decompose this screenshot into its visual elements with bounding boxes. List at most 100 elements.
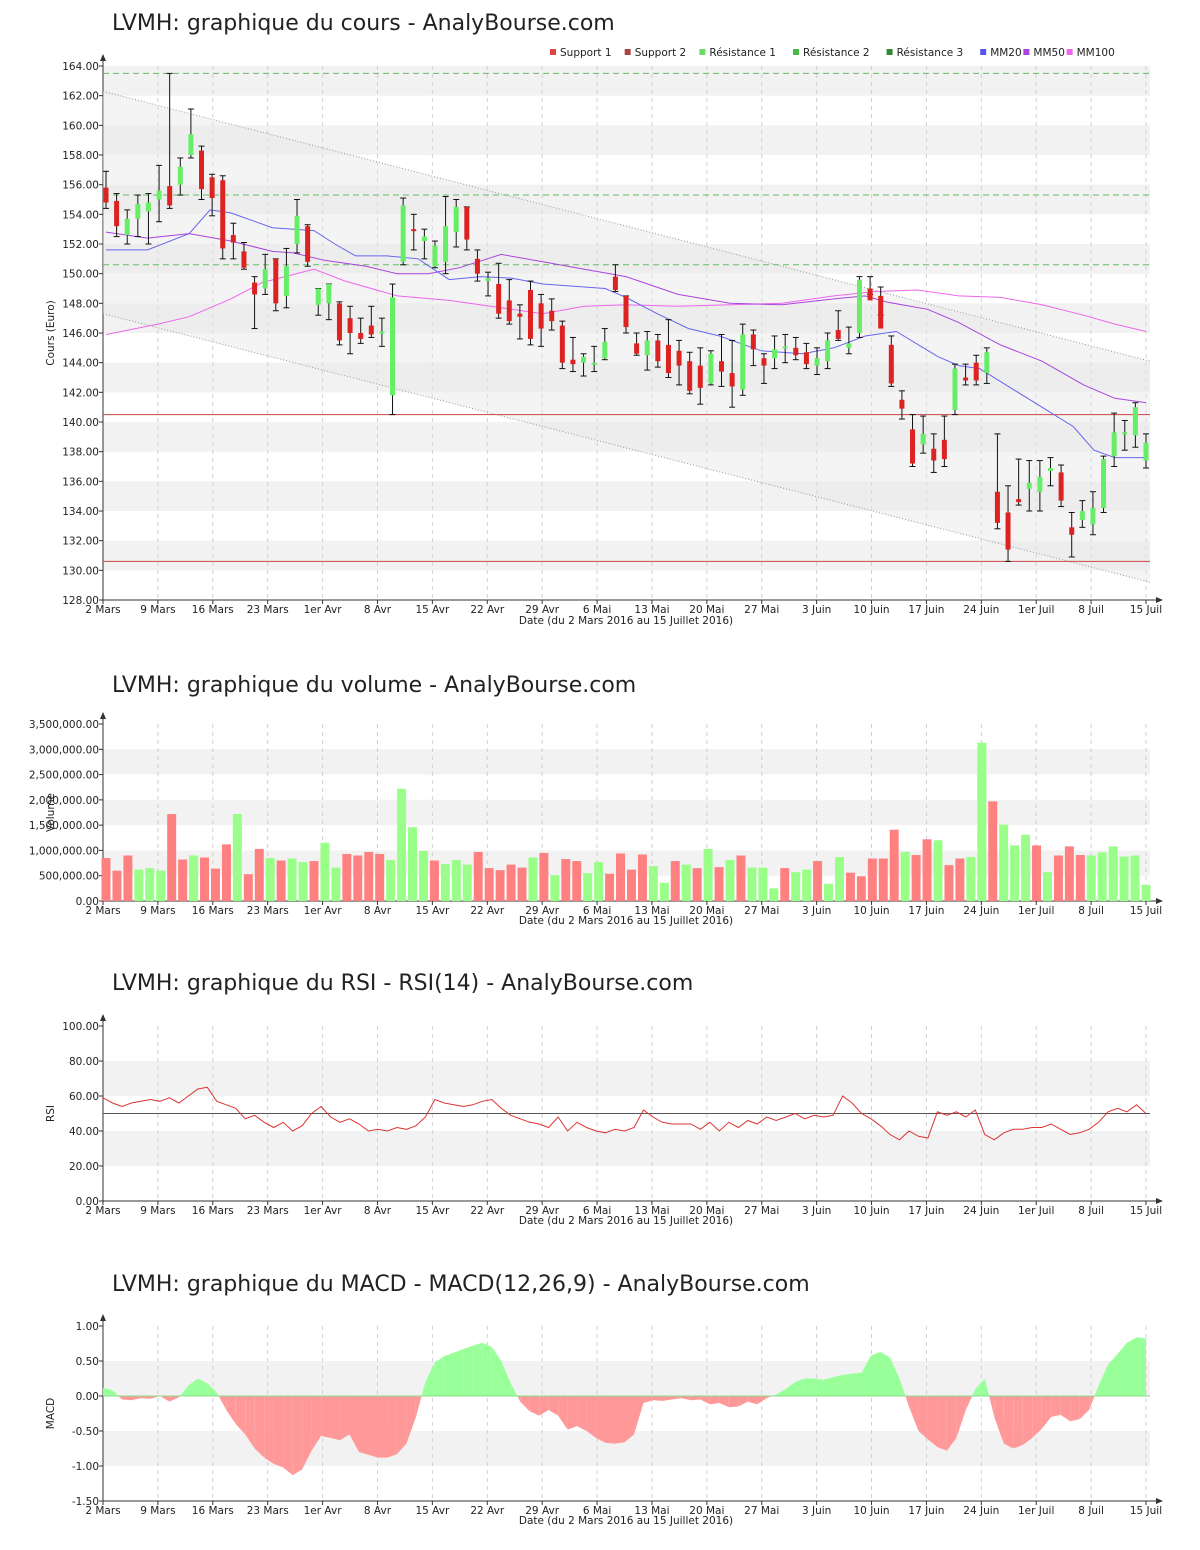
- macd-area-negative: [415, 1396, 422, 1417]
- volume-bar: [484, 868, 494, 901]
- x-tick-label: 2 Mars: [85, 604, 120, 616]
- volume-bar: [462, 864, 472, 901]
- x-tick-label: 9 Mars: [140, 1505, 175, 1517]
- x-tick-label: 20 Mai: [689, 905, 724, 917]
- volume-bar: [386, 860, 396, 901]
- y-tick-label: 136.00: [62, 476, 99, 488]
- y-tick-label: 3,500,000.00: [29, 719, 99, 731]
- grid-band: [103, 1061, 1150, 1096]
- macd-area-positive: [785, 1382, 796, 1396]
- volume-bar: [977, 742, 987, 901]
- y-tick-label: 40.00: [69, 1126, 99, 1138]
- x-tick-label: 1er Avr: [304, 604, 343, 616]
- candle-body: [920, 433, 926, 445]
- candle-body: [1037, 476, 1043, 492]
- y-axis-arrow: [100, 1014, 106, 1021]
- x-tick-label: 9 Mars: [140, 905, 175, 917]
- volume-bar: [999, 824, 1009, 901]
- macd-area-negative: [690, 1396, 701, 1401]
- grid-band: [103, 1361, 1150, 1396]
- macd-area-negative: [235, 1396, 246, 1435]
- x-tick-label: 8 Avr: [364, 1205, 392, 1217]
- candle-body: [1058, 472, 1064, 501]
- macd-area-negative: [747, 1396, 758, 1405]
- macd-area-positive: [1094, 1385, 1099, 1396]
- candle-body: [782, 346, 788, 349]
- price-panel: LVMH: graphique du cours - AnalyBourse.c…: [0, 0, 1200, 640]
- volume-bar: [145, 868, 155, 901]
- volume-bar: [1141, 884, 1151, 901]
- macd-area-negative: [1041, 1396, 1052, 1429]
- legend-swatch: [793, 49, 799, 55]
- volume-bar: [101, 858, 111, 901]
- grid-band: [103, 422, 1150, 452]
- volume-bar: [802, 869, 812, 901]
- macd-area-positive: [510, 1383, 518, 1396]
- x-tick-label: 1er Juil: [1018, 905, 1054, 917]
- volume-bar: [287, 858, 297, 901]
- y-axis-label: MACD: [45, 1398, 57, 1429]
- x-tick-label: 6 Mai: [583, 604, 611, 616]
- volume-bar: [867, 858, 877, 901]
- macd-area-negative: [1032, 1396, 1042, 1438]
- candle-body: [1079, 511, 1085, 520]
- volume-bar: [112, 870, 122, 901]
- legend-swatch: [624, 49, 631, 55]
- volume-bar: [1097, 852, 1107, 901]
- macd-area-negative: [757, 1396, 767, 1405]
- macd-area-negative: [121, 1396, 132, 1401]
- volume-bar: [1064, 846, 1074, 901]
- volume-bar: [156, 870, 166, 901]
- macd-area-positive: [444, 1352, 454, 1396]
- candle-body: [421, 236, 427, 242]
- volume-bar: [123, 855, 133, 901]
- x-tick-label: 15 Juil: [1130, 1505, 1162, 1517]
- macd-area-negative: [624, 1396, 634, 1443]
- x-tick-label: 15 Juil: [1130, 1205, 1162, 1217]
- candle-body: [400, 205, 406, 262]
- volume-bar: [397, 788, 407, 901]
- volume-bar: [1021, 834, 1031, 901]
- volume-bar: [408, 827, 418, 901]
- volume-bar: [451, 860, 461, 901]
- x-tick-label: 17 Juin: [908, 1505, 944, 1517]
- candle-body: [1047, 467, 1053, 471]
- volume-bar: [616, 853, 626, 901]
- candle-body: [283, 266, 289, 296]
- x-tick-label: 29 Avr: [525, 1505, 559, 1517]
- candle-body: [199, 150, 205, 190]
- x-axis-arrow: [1156, 1198, 1163, 1204]
- y-axis-arrow: [100, 54, 106, 61]
- x-tick-label: 29 Avr: [525, 1205, 559, 1217]
- volume-bar: [637, 854, 647, 901]
- volume-bar: [178, 859, 188, 901]
- volume-bar: [747, 867, 757, 901]
- candle-body: [517, 313, 523, 317]
- x-tick-label: 6 Mai: [583, 1205, 611, 1217]
- macd-area-positive: [482, 1342, 492, 1396]
- y-tick-label: 128.00: [62, 595, 99, 607]
- y-tick-label: 0.00: [76, 896, 99, 908]
- macd-area-negative: [517, 1396, 521, 1402]
- candle-body: [368, 325, 374, 335]
- macd-area-negative: [643, 1396, 653, 1403]
- volume-bar: [243, 874, 253, 901]
- y-tick-label: 0.00: [76, 1391, 99, 1403]
- volume-bar: [780, 868, 790, 901]
- macd-area-positive: [1108, 1354, 1118, 1396]
- x-tick-label: 8 Juil: [1078, 1505, 1104, 1517]
- macd-area-negative: [605, 1396, 616, 1444]
- macd-area-negative: [596, 1396, 606, 1443]
- volume-bar: [966, 857, 976, 901]
- x-tick-label: 13 Mai: [634, 905, 669, 917]
- y-tick-label: 146.00: [62, 328, 99, 340]
- x-tick-label: 15 Avr: [415, 604, 449, 616]
- candle-body: [145, 202, 151, 212]
- macd-area-negative: [709, 1396, 720, 1405]
- volume-bar: [517, 867, 527, 901]
- macd-area-negative: [989, 1396, 995, 1417]
- y-tick-label: 158.00: [62, 150, 99, 162]
- grid-band: [103, 540, 1150, 571]
- x-tick-label: 22 Avr: [470, 1505, 504, 1517]
- volume-bar: [659, 882, 669, 901]
